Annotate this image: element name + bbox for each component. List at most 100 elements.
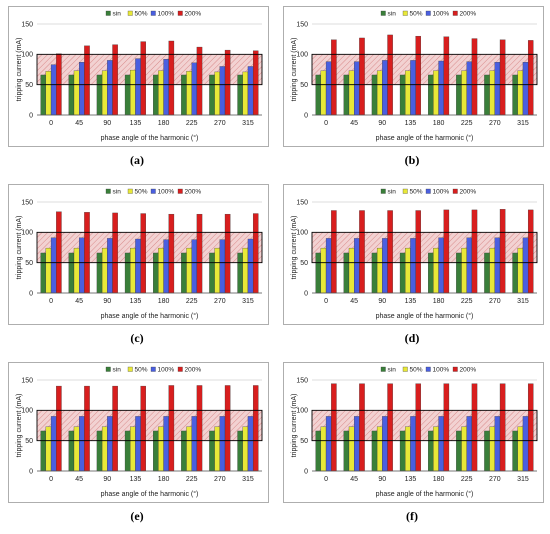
bar: [387, 210, 393, 294]
bar: [494, 62, 501, 116]
bar: [79, 62, 85, 116]
y-axis-title: tripping current (mA): [291, 216, 298, 280]
bar: [68, 430, 75, 472]
panel-label: (c): [130, 331, 143, 345]
y-tick-label: 0: [29, 290, 33, 297]
y-axis-title: tripping current (mA): [291, 38, 298, 102]
x-tick-label: 270: [214, 120, 226, 127]
x-tick-label: 90: [103, 476, 111, 483]
legend-swatch: [380, 366, 386, 372]
bar: [79, 416, 85, 472]
bar: [112, 44, 118, 116]
bar: [433, 426, 439, 472]
x-tick-label: 180: [433, 120, 445, 127]
bar: [163, 416, 169, 472]
tolerance-band-border: [311, 53, 538, 86]
x-tick-label: 45: [350, 476, 358, 483]
y-tick-label: 100: [296, 52, 308, 59]
bar: [399, 74, 406, 116]
bar: [84, 45, 90, 116]
legend-swatch: [452, 10, 458, 16]
bar: [415, 383, 421, 472]
bar: [331, 210, 337, 294]
x-tick-label: 225: [461, 476, 473, 483]
bar: [50, 416, 57, 472]
bar: [196, 385, 203, 472]
x-tick-label: 135: [405, 298, 417, 305]
bar: [181, 74, 187, 116]
bar: [371, 252, 378, 294]
bar: [512, 252, 518, 294]
y-tick-label: 150: [296, 377, 308, 384]
bar: [499, 383, 506, 472]
x-tick-label: 315: [517, 120, 529, 127]
panel-label: (e): [130, 509, 143, 523]
bar: [219, 416, 226, 472]
bar: [466, 237, 473, 294]
bar: [214, 426, 220, 472]
bar: [456, 74, 462, 116]
y-axis-title: tripping current (mA): [291, 394, 298, 458]
panel-label: (a): [130, 153, 144, 167]
bar: [456, 430, 462, 472]
bar: [527, 209, 534, 294]
bar: [354, 416, 360, 472]
x-tick-label: 180: [158, 298, 170, 305]
bar: [68, 74, 75, 116]
bar: [124, 74, 131, 116]
legend-label: 50%: [410, 367, 423, 374]
bar: [153, 430, 159, 472]
legend-swatch: [150, 188, 156, 194]
bar: [415, 35, 421, 116]
bar: [140, 41, 146, 116]
y-tick-label: 0: [29, 112, 33, 119]
bar: [50, 64, 57, 116]
bar: [224, 385, 231, 472]
bar: [124, 252, 131, 294]
bar: [40, 74, 47, 116]
legend-swatch: [177, 366, 183, 372]
bar: [219, 66, 226, 116]
x-tick-label: 270: [214, 298, 226, 305]
legend-label: 50%: [135, 189, 148, 196]
x-tick-label: 0: [324, 476, 328, 483]
bar: [489, 426, 495, 472]
bar: [471, 38, 478, 116]
y-tick-label: 150: [21, 377, 33, 384]
tolerance-band-border: [311, 231, 538, 264]
legend-swatch: [380, 10, 386, 16]
x-axis-title: phase angle of the harmonic (°): [101, 490, 199, 498]
bar: [517, 247, 524, 294]
bar: [45, 247, 52, 294]
bar: [494, 237, 501, 294]
y-tick-label: 0: [304, 468, 308, 475]
bar: [348, 247, 355, 294]
legend-label: 50%: [135, 367, 148, 374]
bar: [191, 239, 198, 294]
y-axis-title: tripping current (mA): [16, 38, 23, 102]
bar: [376, 426, 383, 472]
x-tick-label: 0: [49, 298, 53, 305]
bar: [376, 247, 383, 294]
x-tick-label: 45: [350, 120, 358, 127]
legend-swatch: [452, 366, 458, 372]
x-tick-label: 135: [405, 120, 417, 127]
bar: [415, 210, 421, 294]
bar: [101, 70, 108, 116]
bar: [73, 426, 80, 472]
y-tick-label: 150: [21, 21, 33, 28]
bar: [107, 416, 113, 472]
bar: [484, 252, 490, 294]
legend-swatch: [425, 366, 431, 372]
x-tick-label: 180: [433, 298, 445, 305]
panel-label: (d): [405, 331, 420, 345]
bar: [359, 210, 365, 294]
y-axis-title: tripping current (mA): [16, 394, 23, 458]
legend-label: 50%: [135, 11, 148, 18]
bar: [209, 74, 215, 116]
legend-label: sin: [388, 11, 397, 18]
legend-swatch: [177, 10, 183, 16]
bar: [348, 70, 355, 116]
bar: [224, 213, 231, 294]
bar: [371, 74, 378, 116]
